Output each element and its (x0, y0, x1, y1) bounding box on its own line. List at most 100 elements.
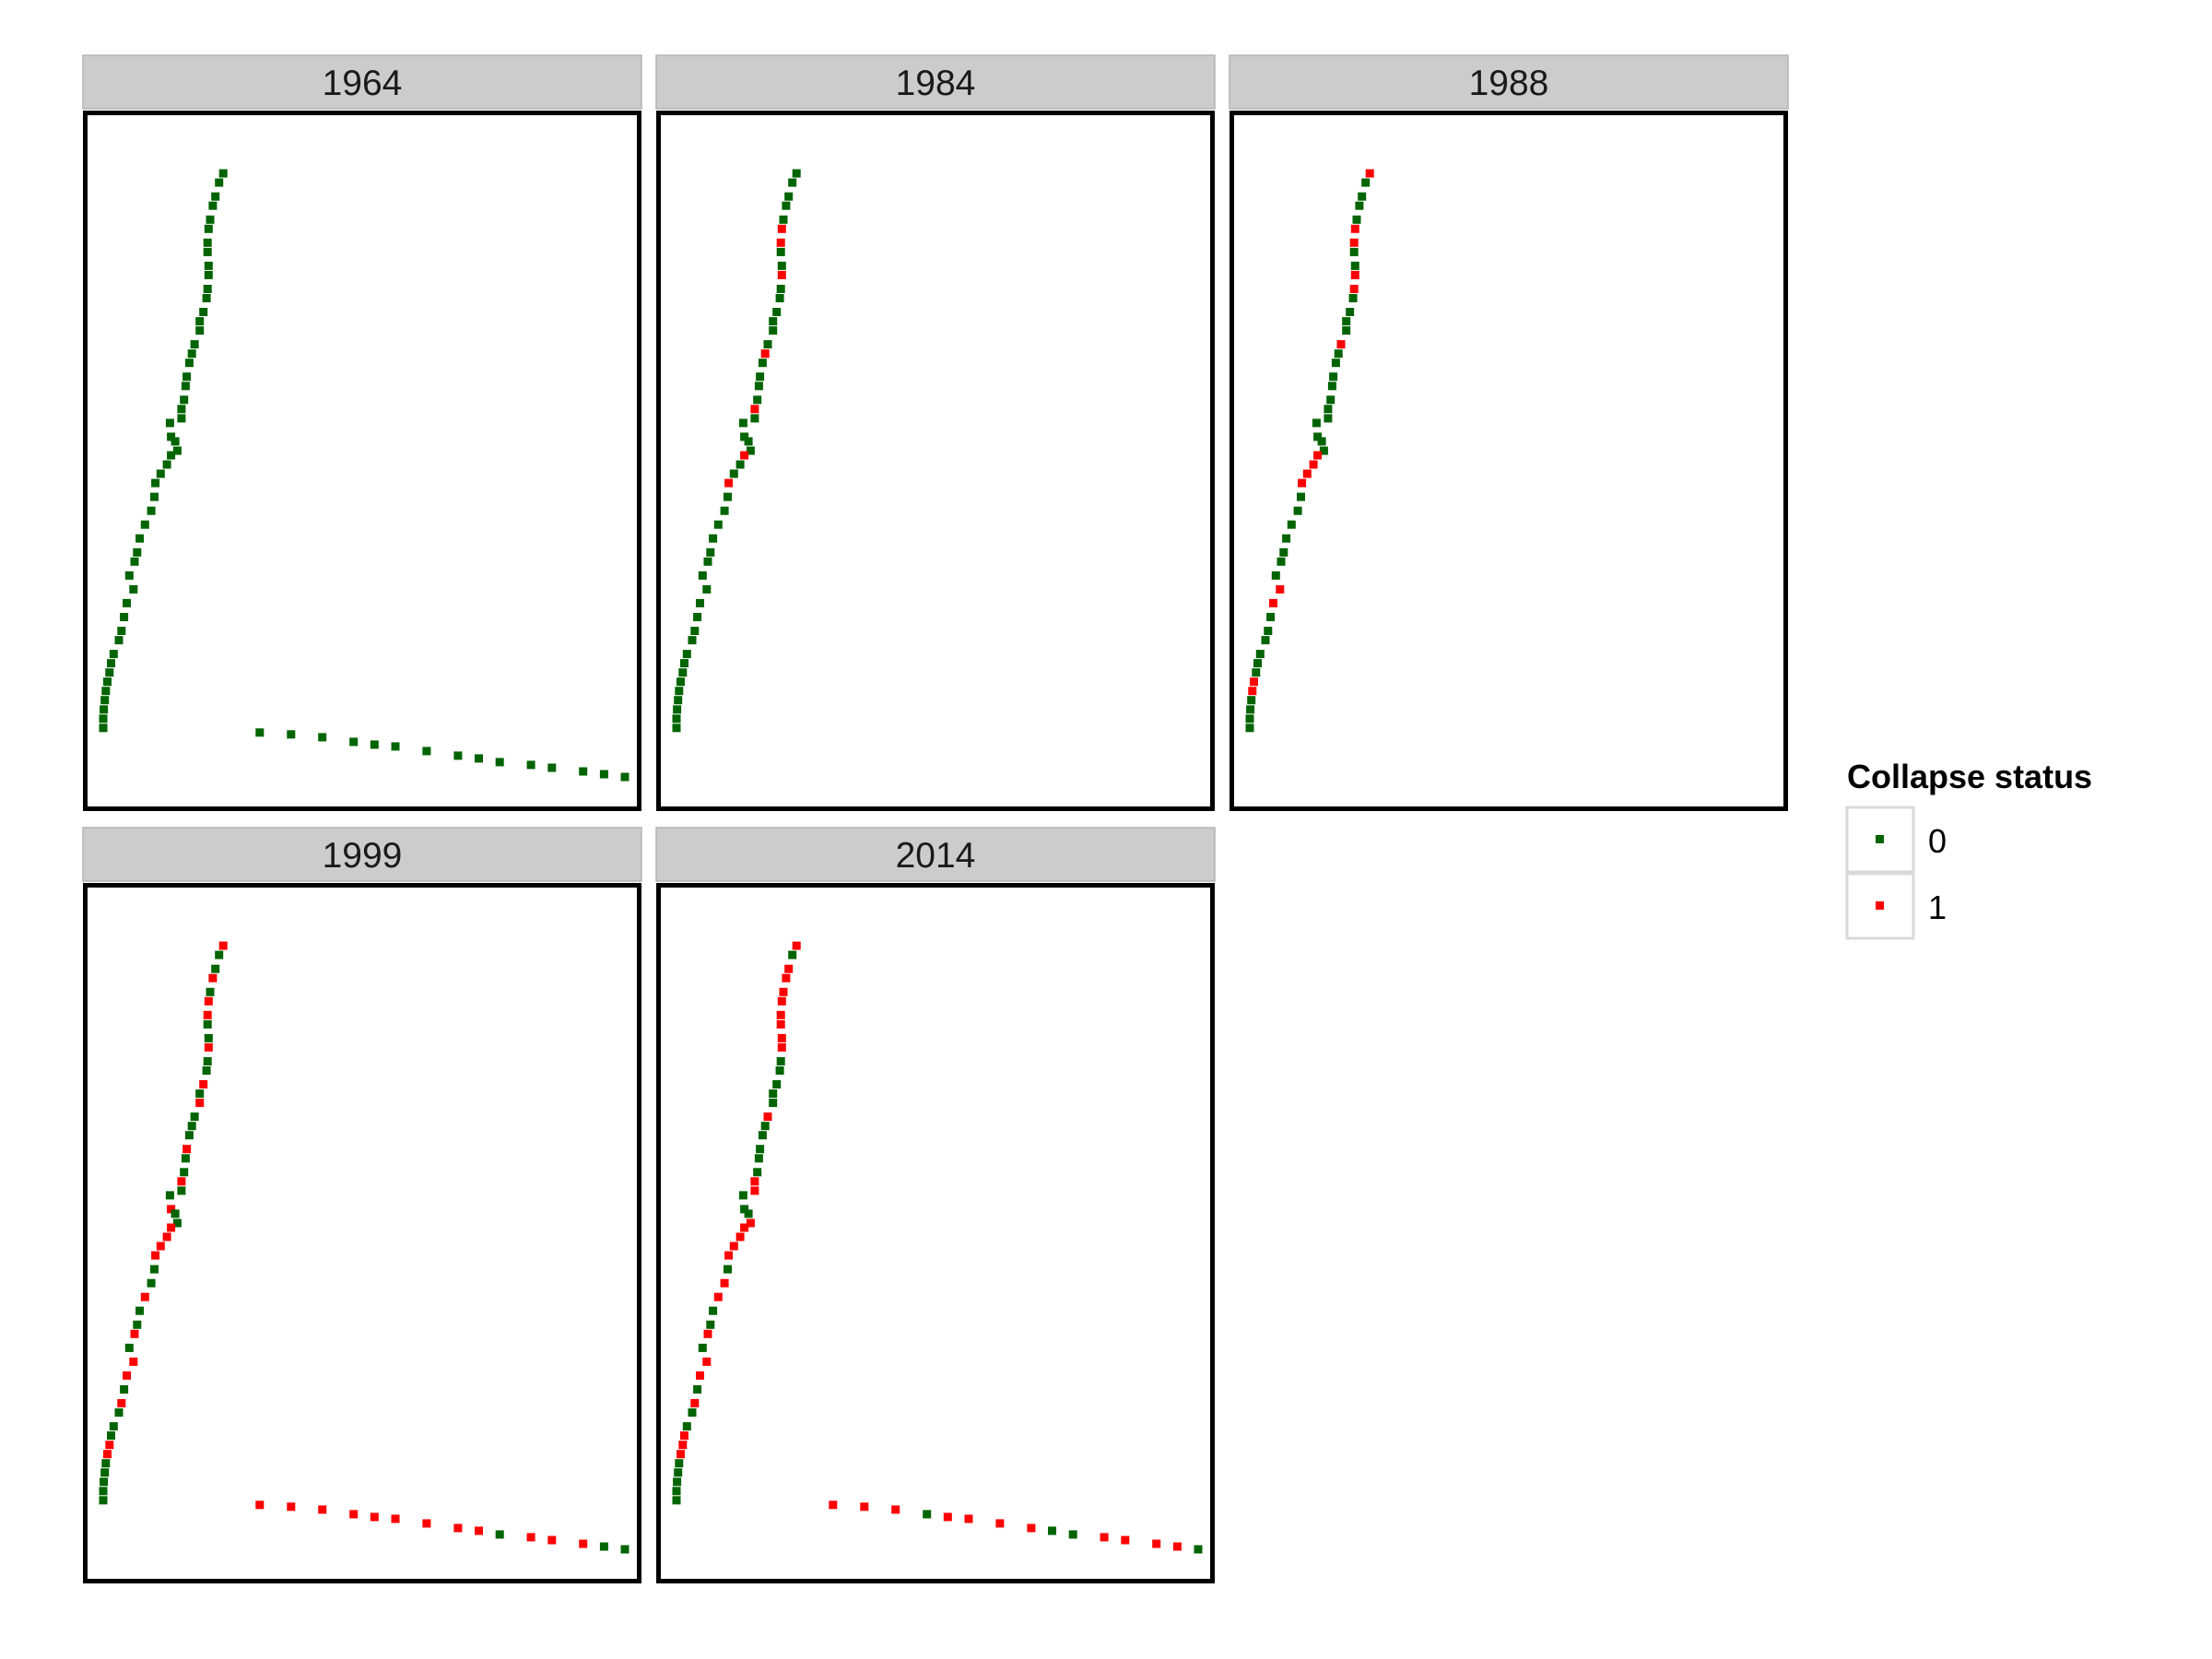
point (190, 1112, 199, 1122)
point (703, 1329, 712, 1338)
point (673, 705, 682, 714)
point (690, 1399, 700, 1407)
point (547, 763, 557, 772)
point (172, 1218, 182, 1228)
point (758, 1131, 767, 1140)
point (1282, 534, 1291, 543)
point (1152, 1539, 1161, 1548)
point (1271, 571, 1280, 580)
point (763, 1112, 772, 1122)
legend-title: Collapse status (1847, 758, 2092, 795)
point (677, 677, 685, 687)
point (729, 1241, 738, 1251)
point (620, 772, 629, 782)
point (702, 1357, 712, 1366)
point (777, 261, 786, 270)
point (1068, 1530, 1077, 1539)
point (720, 506, 729, 515)
point (776, 1019, 785, 1029)
point (100, 1477, 109, 1487)
point (109, 650, 118, 659)
point (769, 317, 778, 326)
point (740, 1223, 749, 1232)
point (1248, 687, 1257, 696)
point (724, 1251, 734, 1260)
point (693, 613, 702, 621)
point (165, 1191, 174, 1200)
point (1277, 557, 1286, 566)
point (114, 636, 124, 645)
point (199, 308, 208, 316)
point (171, 1209, 180, 1218)
point (180, 1168, 189, 1177)
point (579, 1539, 588, 1548)
point (167, 1223, 176, 1232)
point (729, 469, 738, 478)
point (370, 1512, 379, 1522)
point (738, 1191, 747, 1200)
point (672, 1496, 681, 1505)
facet-2014: 2014 (655, 827, 1216, 1583)
point (103, 677, 112, 687)
point (150, 1265, 159, 1274)
point (107, 1431, 115, 1441)
point (167, 432, 176, 441)
point (720, 1278, 729, 1288)
point (172, 446, 182, 455)
facet-panels: 1964 1984 1988 1999 2014 (82, 54, 1789, 1583)
point (204, 996, 213, 1006)
point (99, 714, 108, 724)
point (195, 326, 205, 335)
point (190, 340, 199, 349)
point (165, 418, 174, 428)
point (1349, 285, 1359, 293)
point (599, 1542, 608, 1551)
point (105, 668, 114, 677)
point (99, 1496, 108, 1505)
point (750, 1177, 759, 1186)
point (203, 1057, 212, 1065)
point (674, 1468, 683, 1477)
point (202, 1066, 211, 1075)
point (123, 598, 131, 607)
point (218, 941, 228, 950)
point (779, 215, 788, 224)
point (753, 395, 762, 405)
point (758, 359, 767, 368)
point (769, 1089, 778, 1099)
point (135, 1306, 145, 1315)
point (123, 1371, 131, 1380)
point (203, 238, 212, 247)
point (1312, 418, 1321, 428)
panel-frame (83, 883, 641, 1583)
point (181, 1154, 190, 1163)
point (107, 659, 115, 668)
facet-1988: 1988 (1229, 54, 1789, 811)
facet-title: 1999 (323, 836, 403, 876)
point (724, 1265, 732, 1274)
point (211, 192, 220, 201)
point (130, 557, 139, 566)
point (784, 964, 794, 973)
point (750, 414, 759, 423)
point (682, 1422, 691, 1431)
point (475, 754, 483, 763)
facet-strip (655, 827, 1216, 882)
point (177, 414, 186, 423)
point (1298, 478, 1307, 488)
point (1253, 659, 1262, 668)
point (776, 1057, 785, 1065)
point (777, 270, 786, 279)
facet-1984: 1984 (655, 54, 1216, 811)
facet-1999: 1999 (82, 827, 642, 1583)
point (206, 215, 215, 224)
point (750, 1186, 759, 1195)
point (1261, 636, 1270, 645)
point (753, 1168, 762, 1177)
point (204, 270, 213, 279)
point (109, 1422, 118, 1431)
point (422, 747, 431, 756)
point (1245, 724, 1254, 733)
point (1350, 270, 1359, 279)
point (792, 169, 801, 178)
